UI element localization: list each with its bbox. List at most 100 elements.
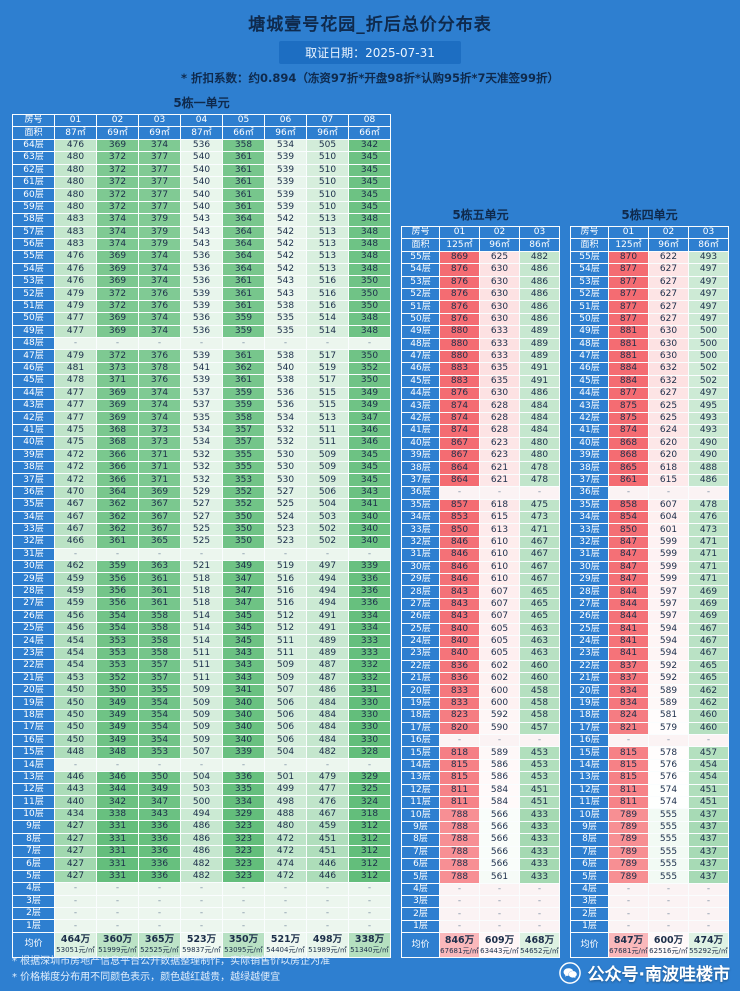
price-cell: 312 <box>348 832 391 847</box>
price-cell: 369 <box>96 275 139 289</box>
average-price: 350万 <box>228 934 259 946</box>
floor-row: 20层 834 589 462 <box>570 684 729 698</box>
price-cell: 364 <box>96 485 139 500</box>
floor-label: 12层 <box>12 783 55 797</box>
price-cell: 476 <box>306 795 349 809</box>
floor-row: 22层 837 592 465 <box>570 659 729 674</box>
price-cell: 361 <box>222 287 265 301</box>
price-cell: 376 <box>138 349 181 363</box>
floor-label: 42层 <box>12 411 55 425</box>
price-cell: 453 <box>519 746 560 760</box>
price-cell: - <box>519 733 560 748</box>
floor-row: 11层 811 574 451 <box>570 795 729 810</box>
price-cell: 555 <box>648 870 689 884</box>
price-cell: - <box>306 894 349 909</box>
floor-row: 41层 874 628 484 <box>401 424 560 438</box>
price-cell: 622 <box>648 250 689 265</box>
price-cell: 623 <box>479 436 520 451</box>
price-cell: - <box>688 486 729 500</box>
price-cell: 538 <box>264 374 307 388</box>
price-cell: 594 <box>648 622 689 636</box>
floor-row: 16层 - - - <box>401 733 560 748</box>
price-cell: 367 <box>138 510 181 524</box>
price-cell: 458 <box>519 696 560 711</box>
price-cell: 480 <box>54 175 97 190</box>
floor-row: 57层 483 374 379 543 364 542 513 348 <box>12 225 391 239</box>
price-cell: 870 <box>608 250 649 265</box>
price-cell: 509 <box>306 473 349 487</box>
floor-row: 13层 446 346 350 504 336 501 479 329 <box>12 770 391 785</box>
price-cell: 361 <box>222 163 265 177</box>
price-cell: 477 <box>306 783 349 797</box>
price-cell: 323 <box>222 832 265 847</box>
floor-row: 40层 475 368 373 534 357 532 511 346 <box>12 436 391 450</box>
price-cell: 599 <box>648 560 689 574</box>
floor-label: 16层 <box>401 733 440 748</box>
price-cell: 566 <box>479 857 520 872</box>
price-cell: 574 <box>648 783 689 797</box>
price-cell: - <box>306 758 349 772</box>
price-cell: 344 <box>96 783 139 797</box>
price-cell: 479 <box>306 770 349 785</box>
price-cell: 323 <box>222 857 265 871</box>
floor-label: 47层 <box>401 349 440 364</box>
floor-label: 17层 <box>401 721 440 736</box>
price-cell: 343 <box>138 807 181 822</box>
price-cell: - <box>264 337 307 351</box>
floor-row: 21层 836 602 460 <box>401 672 560 686</box>
price-cell: 336 <box>348 572 391 586</box>
price-cell: 451 <box>688 783 729 797</box>
price-cell: 504 <box>306 498 349 512</box>
floor-label: 55层 <box>401 250 440 265</box>
price-cell: 627 <box>648 275 689 289</box>
price-cell: 349 <box>138 783 181 797</box>
floor-label: 4层 <box>401 882 440 897</box>
price-cell: 478 <box>519 461 560 475</box>
floor-label: 15层 <box>401 746 440 760</box>
floor-row: 12层 811 574 451 <box>570 783 729 797</box>
floor-row: 51层 876 630 486 <box>401 300 560 314</box>
floor-row: 48层 880 633 489 <box>401 337 560 351</box>
price-cell: 348 <box>348 262 391 277</box>
price-cell: 453 <box>519 758 560 773</box>
floor-row: 24层 841 594 467 <box>570 634 729 649</box>
price-cell: - <box>96 906 139 921</box>
floor-label: 16层 <box>12 733 55 747</box>
room-number: 03 <box>519 225 560 240</box>
floor-label: 7层 <box>401 845 440 859</box>
price-cell: 493 <box>688 424 729 438</box>
floor-label: 26层 <box>401 610 440 624</box>
floor-label: 6层 <box>12 857 55 871</box>
floor-row: 15层 818 589 453 <box>401 746 560 760</box>
average-price-per-sqm: 54652元/㎡ <box>520 946 559 955</box>
price-cell: 332 <box>348 659 391 673</box>
price-cell: - <box>222 882 265 896</box>
floor-row: 8层 788 566 433 <box>401 833 560 847</box>
floor-label: 50层 <box>401 312 440 327</box>
floor-row: 35层 857 618 475 <box>401 498 560 513</box>
price-cell: 469 <box>688 585 729 599</box>
floor-label: 29层 <box>12 572 55 586</box>
floor-row: 10层 788 566 433 <box>401 808 560 822</box>
price-cell: - <box>479 895 520 909</box>
price-cell: 372 <box>96 163 139 177</box>
price-cell: 811 <box>439 783 480 797</box>
price-cell: 535 <box>180 411 223 425</box>
floor-row: 19层 833 600 458 <box>401 696 560 711</box>
price-cell: 514 <box>306 324 349 339</box>
price-cell: 345 <box>348 448 391 462</box>
price-cell: - <box>138 882 181 896</box>
price-cell: 497 <box>688 275 729 289</box>
floor-row: 47层 880 633 489 <box>401 349 560 364</box>
floor-row: 44层 876 630 486 <box>401 387 560 401</box>
price-cell: 592 <box>479 709 520 723</box>
price-cell: 345 <box>348 200 391 215</box>
price-cell: 510 <box>306 200 349 215</box>
price-cell: 480 <box>54 163 97 177</box>
price-cell: 815 <box>608 746 649 760</box>
price-cell: 584 <box>479 795 520 810</box>
price-cell: 519 <box>306 361 349 376</box>
floor-label: 40层 <box>12 436 55 450</box>
price-cell: 336 <box>138 869 181 884</box>
price-cell: 330 <box>348 708 391 723</box>
